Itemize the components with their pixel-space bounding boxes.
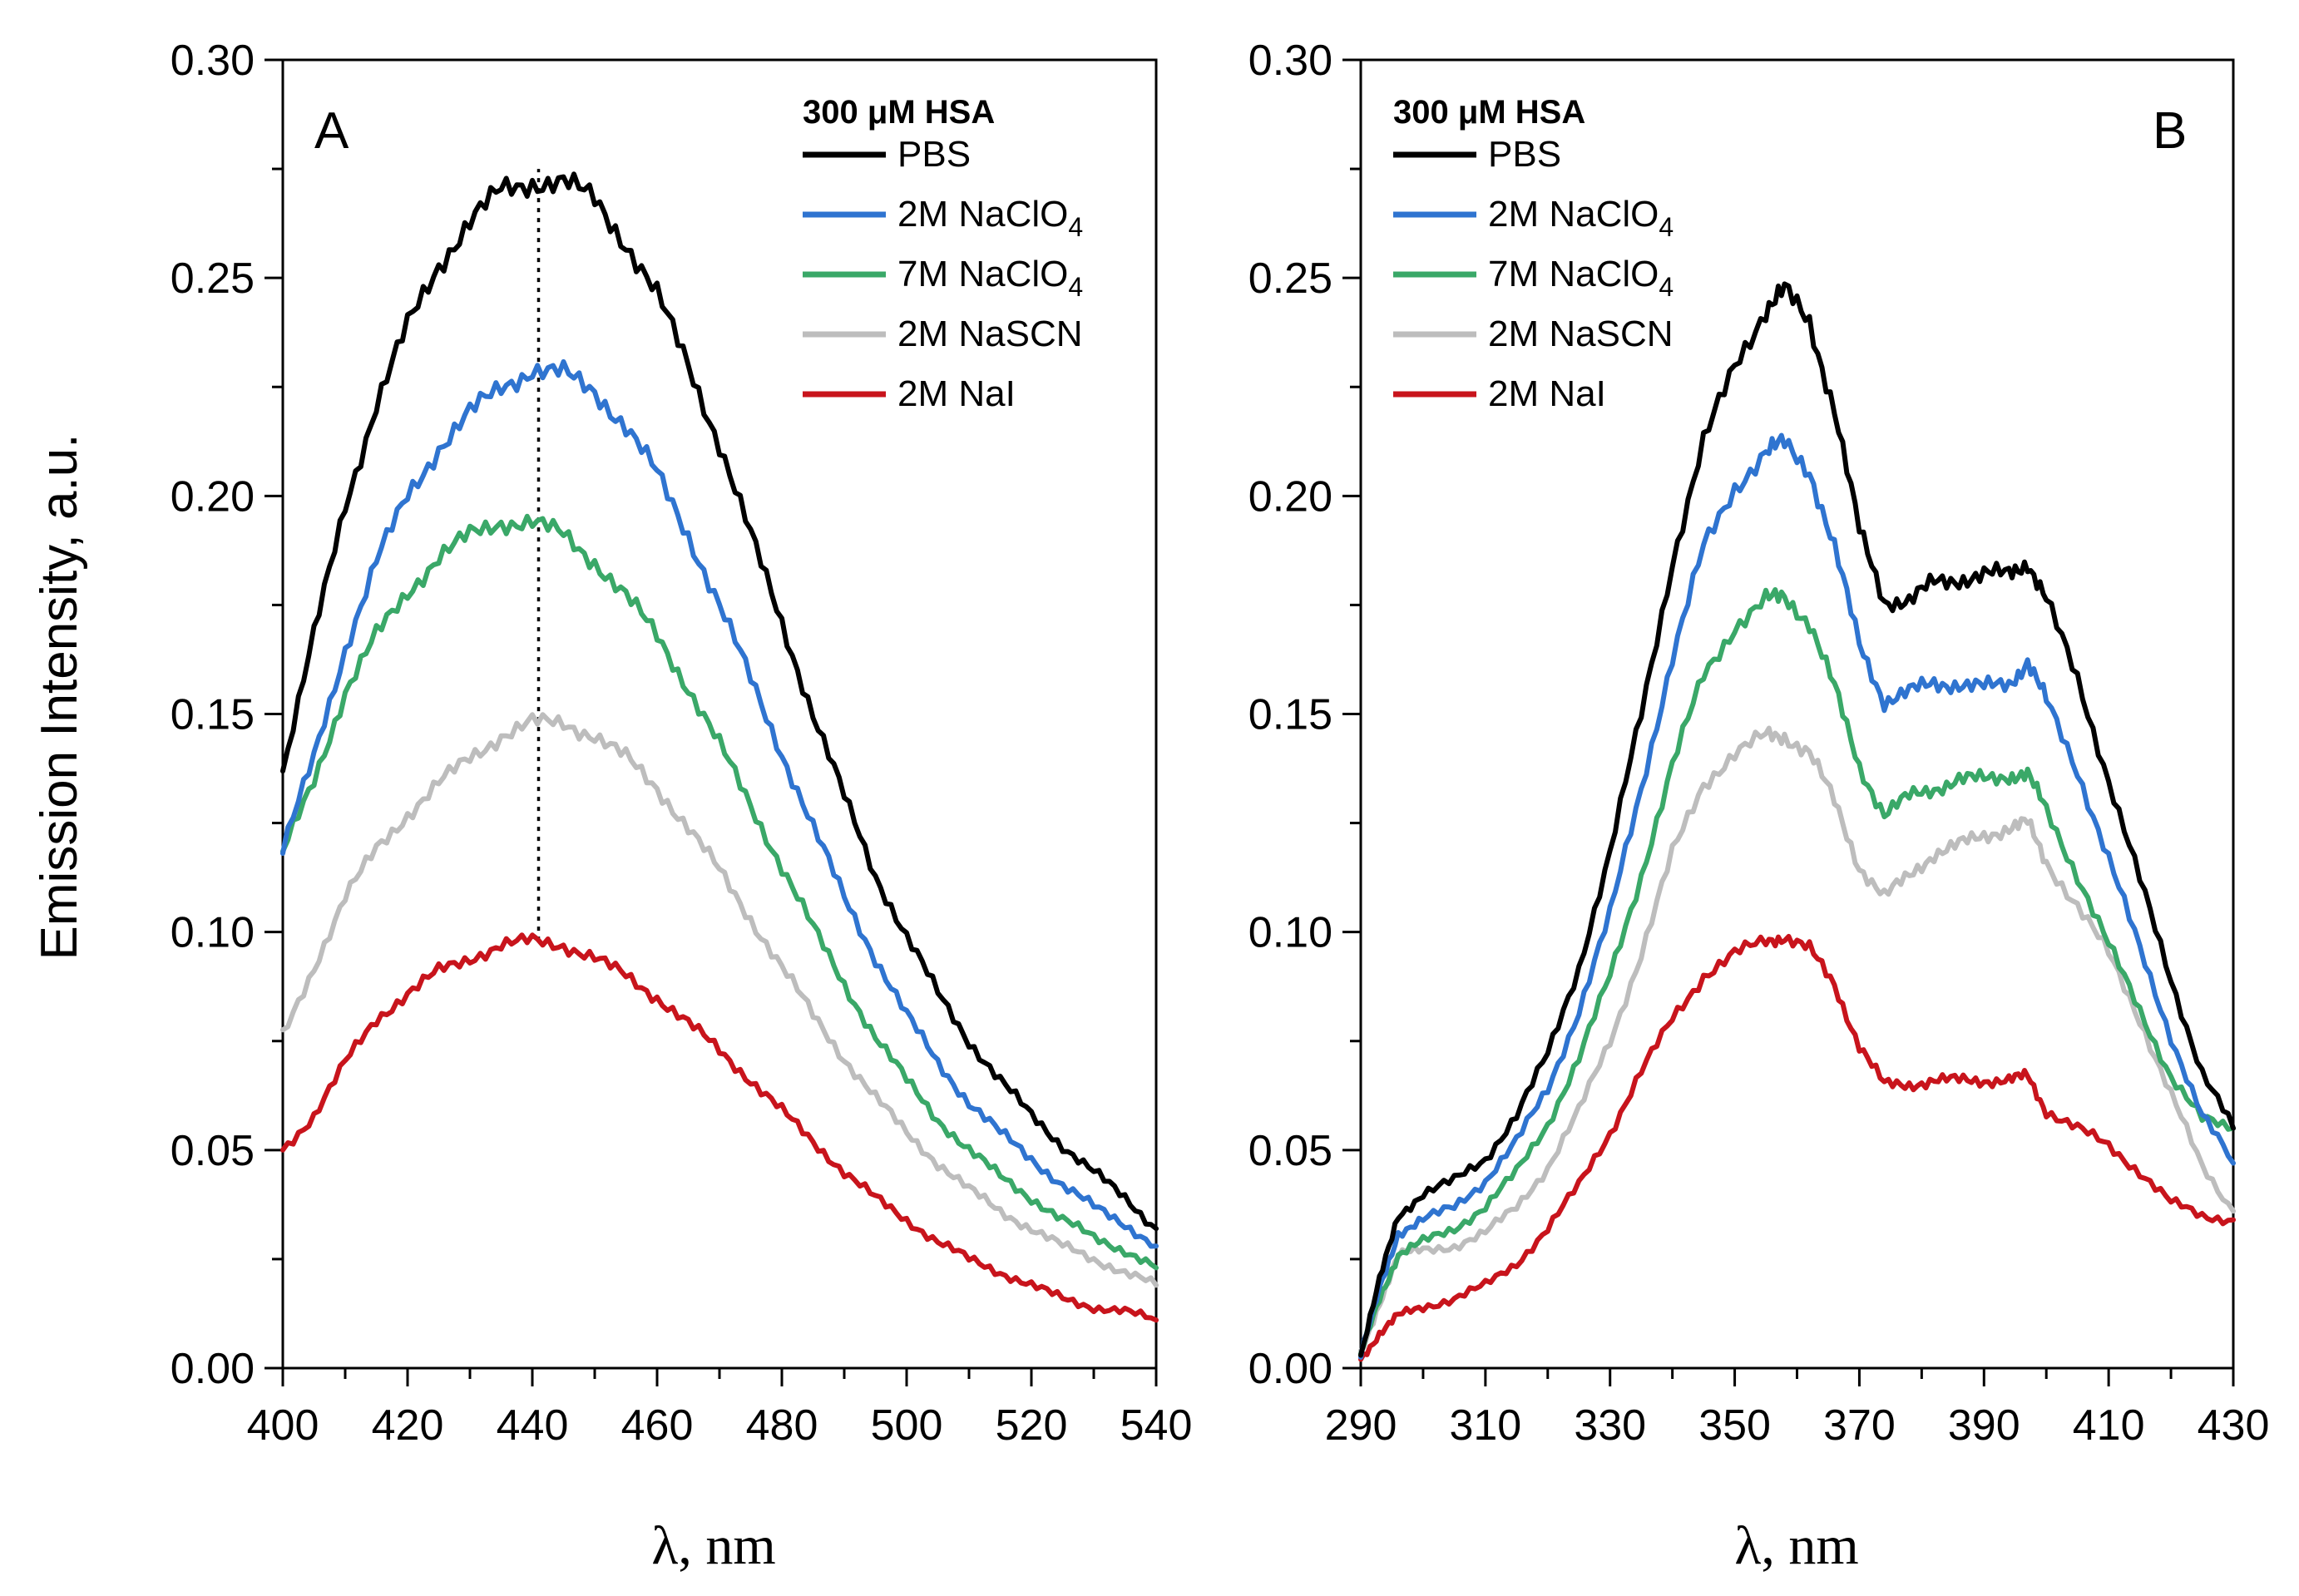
panel-a-legend-label: PBS — [897, 134, 971, 175]
panel-b-legend: PBS 2M NaClO4 7M NaClO4 2M NaSCN 2M NaI — [1393, 134, 1674, 414]
panel-a-x-tick-label: 480 — [746, 1401, 818, 1450]
panel-b-legend-label: PBS — [1488, 134, 1561, 175]
panel-b-x-tick-label: 310 — [1449, 1401, 1521, 1450]
panel-b-x-tick-label: 290 — [1325, 1401, 1397, 1450]
panel-b-y-tick-label: 0.00 — [1248, 1345, 1332, 1393]
panel-b-y-tick-label: 0.05 — [1248, 1127, 1332, 1175]
panel-a-series-line — [280, 358, 1159, 1249]
panel-b-series-line — [1358, 587, 2236, 1356]
panel-a-x-tick-label: 460 — [621, 1401, 694, 1450]
panel-b-y-tick-label: 0.15 — [1248, 691, 1332, 739]
panel-b: 0.00 0.05 0.10 0.15 0.20 0.25 0.30 290 310 330 350… — [1248, 37, 2270, 1576]
panel-b-y-tick-label: 0.10 — [1248, 909, 1332, 957]
panel-b-y-tick-label: 0.30 — [1248, 37, 1332, 85]
panel-a-x-tick-label: 400 — [247, 1401, 319, 1450]
panel-b-series-line — [1358, 725, 2236, 1353]
panel-a-legend-title: 300 μM HSA — [803, 94, 995, 131]
panel-a: 0.00 0.05 0.10 0.15 0.20 0.25 0.30 400 420 440 460… — [171, 37, 1193, 1576]
panel-a-y-tick-label: 0.00 — [171, 1345, 255, 1393]
panel-a-x-tick-label: 500 — [871, 1401, 943, 1450]
panel-b-y-tick-label: 0.25 — [1248, 254, 1332, 303]
y-axis-label: Emission Intensity, a.u. — [31, 434, 88, 961]
panel-b-x-tick-label: 430 — [2198, 1401, 2270, 1450]
panel-a-legend-label: 2M NaSCN — [897, 314, 1083, 354]
panel-a-legend-label: 7M NaClO4 — [897, 254, 1083, 302]
panel-b-series-line — [1358, 933, 2236, 1362]
panel-a-y-tick-label: 0.10 — [171, 909, 255, 957]
panel-a-y-tick-label: 0.05 — [171, 1127, 255, 1175]
panel-a-legend-label: 2M NaI — [897, 373, 1016, 414]
panel-a-series-line — [280, 513, 1159, 1271]
panel-a-y-tick-label: 0.25 — [171, 254, 255, 303]
panel-b-legend-title: 300 μM HSA — [1393, 94, 1585, 131]
panel-b-series-line — [1358, 281, 2236, 1358]
panel-a-plot: 0.00 0.05 0.10 0.15 0.20 0.25 0.30 400 420 440 460… — [171, 37, 1193, 1450]
panel-a-series-line — [280, 712, 1159, 1288]
panel-b-y-tick-label: 0.20 — [1248, 472, 1332, 521]
panel-b-legend-label: 2M NaSCN — [1488, 314, 1674, 354]
panel-a-x-tick-label: 440 — [497, 1401, 569, 1450]
panel-a-letter: A — [314, 102, 349, 160]
panel-b-x-tick-label: 370 — [1823, 1401, 1896, 1450]
panel-a-legend: PBS 2M NaClO4 7M NaClO4 2M NaSCN 2M NaI — [803, 134, 1083, 414]
panel-b-plot: 0.00 0.05 0.10 0.15 0.20 0.25 0.30 290 310 330 350… — [1248, 37, 2270, 1450]
panel-b-x-tick-label: 410 — [2073, 1401, 2145, 1450]
panel-a-series-line — [280, 932, 1159, 1323]
panel-b-x-tick-label: 350 — [1698, 1401, 1771, 1450]
panel-a-y-tick-label: 0.20 — [171, 472, 255, 521]
panel-b-x-tick-label: 330 — [1574, 1401, 1646, 1450]
panel-a-y-tick-label: 0.30 — [171, 37, 255, 85]
panel-b-legend-label: 2M NaClO4 — [1488, 194, 1674, 242]
panel-a-x-tick-label: 520 — [996, 1401, 1068, 1450]
panel-a-series-line — [280, 171, 1159, 1232]
panel-b-x-tick-label: 390 — [1948, 1401, 2020, 1450]
panel-a-y-tick-label: 0.15 — [171, 691, 255, 739]
panel-b-series-line — [1358, 432, 2236, 1360]
panel-b-letter: B — [2153, 102, 2187, 160]
panel-a-x-tick-label: 420 — [372, 1401, 444, 1450]
panel-b-legend-label: 2M NaI — [1488, 373, 1606, 414]
panel-a-x-tick-label: 540 — [1120, 1401, 1193, 1450]
panel-a-x-axis-label: λ, nm — [651, 1515, 775, 1576]
panel-b-legend-label: 7M NaClO4 — [1488, 254, 1674, 302]
panel-b-x-axis-label: λ, nm — [1734, 1515, 1858, 1576]
panel-a-legend-label: 2M NaClO4 — [897, 194, 1083, 242]
